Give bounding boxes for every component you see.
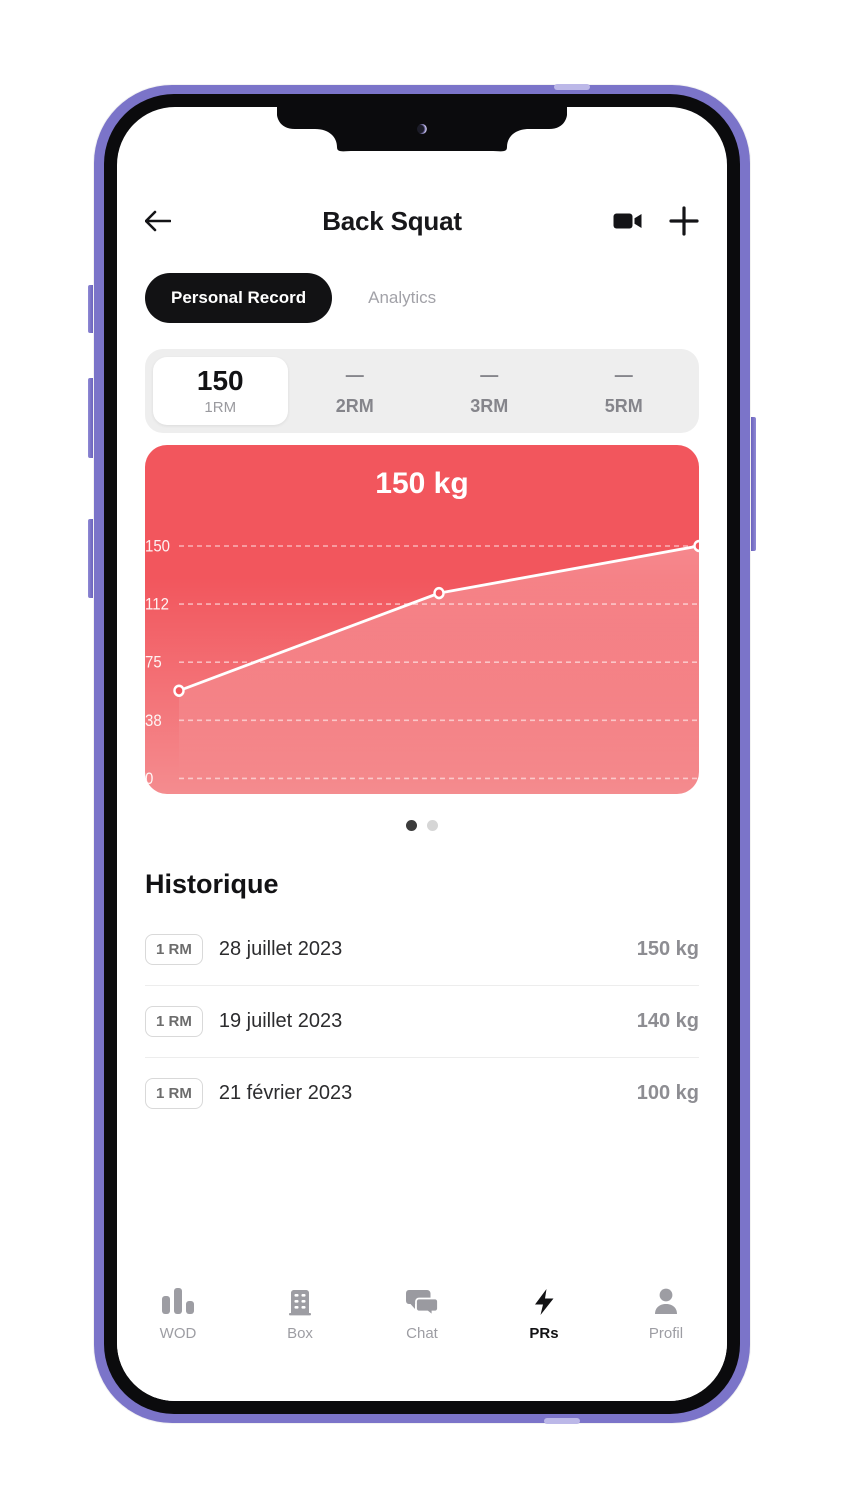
svg-text:75: 75 [145,654,162,672]
svg-text:112: 112 [145,596,169,614]
svg-text:0: 0 [145,770,154,785]
svg-text:38: 38 [145,712,162,730]
svg-text:150: 150 [145,538,170,556]
